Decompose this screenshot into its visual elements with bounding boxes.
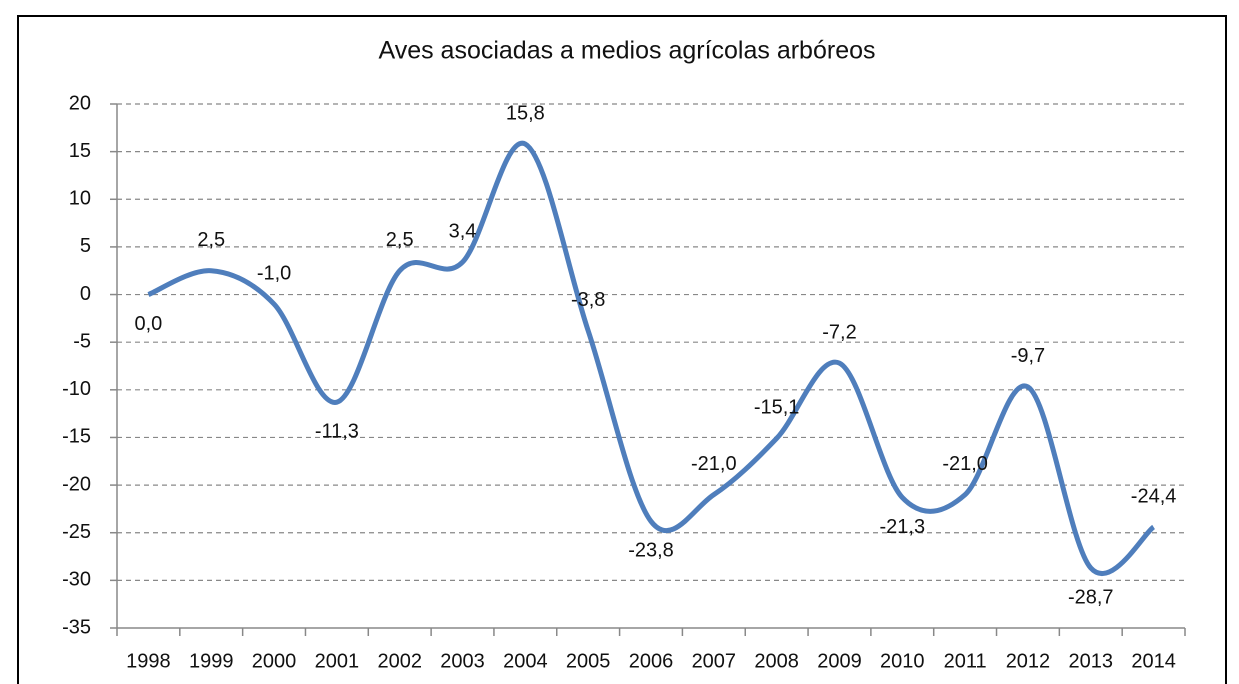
- y-tick-label: 0: [80, 283, 91, 305]
- data-label: 2,5: [197, 229, 225, 251]
- x-tick-label: 2004: [503, 650, 548, 672]
- chart-title: Aves asociadas a medios agrícolas arbóre…: [378, 37, 875, 65]
- x-tick-label: 2001: [315, 650, 360, 672]
- data-label: -3,8: [571, 289, 605, 311]
- y-tick-label: 5: [80, 235, 91, 257]
- x-tick-label: 2006: [629, 650, 674, 672]
- x-tick-label: 2007: [692, 650, 737, 672]
- x-tick-label: 2012: [1006, 650, 1051, 672]
- data-label: -24,4: [1131, 485, 1177, 507]
- data-label: 15,8: [506, 102, 545, 124]
- y-tick-label: -20: [62, 473, 91, 495]
- x-tick-label: 2008: [754, 650, 799, 672]
- x-tick-label: 2011: [944, 650, 987, 672]
- y-tick-label: 20: [69, 92, 91, 114]
- data-label: -23,8: [628, 540, 674, 562]
- x-tick-label: 2002: [377, 650, 422, 672]
- data-label: -11,3: [315, 420, 359, 442]
- data-label: -15,1: [754, 397, 800, 419]
- y-tick-label: -15: [62, 426, 91, 448]
- y-tick-label: 10: [69, 188, 91, 210]
- y-tick-label: -30: [62, 569, 91, 591]
- data-label: -21,0: [942, 453, 988, 475]
- x-tick-label: 2014: [1131, 650, 1176, 672]
- x-tick-label: 1998: [126, 650, 171, 672]
- data-label: -21,3: [879, 516, 925, 538]
- y-tick-label: -5: [73, 330, 91, 352]
- data-label: -7,2: [822, 321, 856, 343]
- x-tick-label: 2005: [566, 650, 611, 672]
- data-label: -9,7: [1011, 345, 1045, 367]
- data-label: 0,0: [135, 313, 163, 335]
- frame: [17, 15, 1227, 684]
- data-label: -28,7: [1068, 586, 1114, 608]
- data-label: -21,0: [691, 453, 737, 475]
- data-label: -1,0: [257, 262, 291, 284]
- x-tick-label: 2010: [880, 650, 925, 672]
- y-tick-label: -10: [62, 378, 91, 400]
- x-tick-label: 2003: [440, 650, 485, 672]
- x-tick-label: 2000: [252, 650, 297, 672]
- y-tick-label: 15: [69, 140, 91, 162]
- x-tick-label: 2009: [817, 650, 862, 672]
- data-label: 2,5: [386, 229, 414, 251]
- x-tick-label: 1999: [189, 650, 234, 672]
- y-tick-label: -25: [62, 521, 91, 543]
- y-tick-label: -35: [62, 616, 91, 638]
- data-line: [147, 140, 1156, 576]
- data-label: 3,4: [449, 220, 477, 242]
- x-tick-label: 2013: [1069, 650, 1114, 672]
